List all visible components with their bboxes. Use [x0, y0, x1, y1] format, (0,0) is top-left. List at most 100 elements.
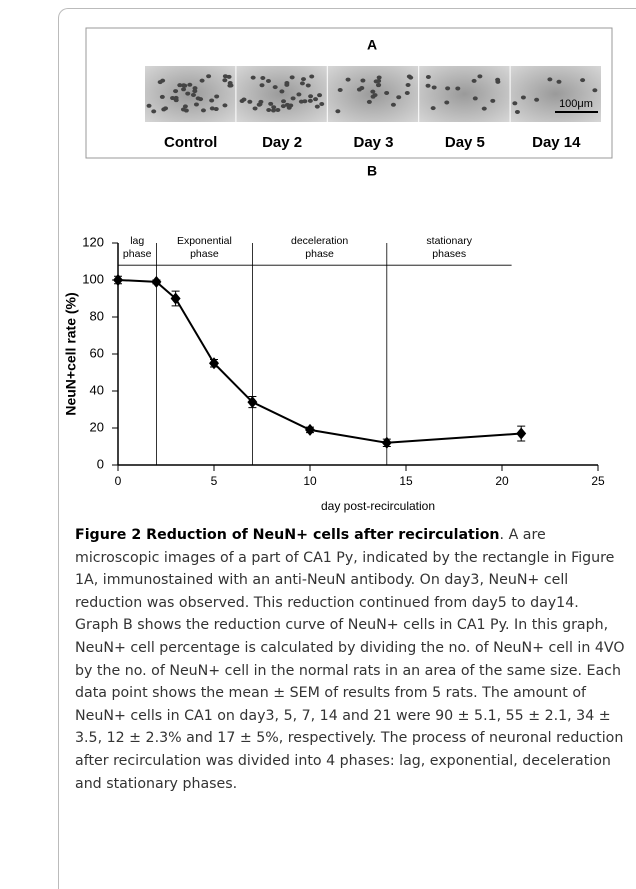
panel-label: A — [367, 37, 377, 53]
cell — [285, 103, 290, 107]
phase-label: stationary — [426, 235, 472, 247]
cell — [260, 83, 265, 87]
micrograph — [511, 66, 601, 122]
y-tick-label: 80 — [90, 308, 104, 323]
cell — [253, 106, 258, 110]
x-tick-label: 25 — [591, 474, 605, 488]
cell — [317, 93, 322, 97]
cell — [426, 84, 431, 88]
cell — [281, 99, 286, 103]
cell — [338, 88, 343, 92]
cell — [266, 79, 271, 83]
cell — [200, 79, 205, 83]
data-line — [118, 280, 521, 443]
cell — [192, 89, 197, 93]
y-tick-label: 40 — [90, 382, 104, 397]
cell — [185, 92, 190, 96]
data-point — [305, 424, 315, 436]
cell — [296, 92, 301, 96]
cell — [300, 81, 305, 85]
cell — [405, 91, 410, 95]
cell — [512, 101, 517, 105]
image-label: Day 5 — [445, 134, 485, 151]
cell — [482, 107, 487, 111]
phase-label: phase — [190, 248, 219, 260]
phase-label: Exponential — [177, 235, 232, 247]
cell — [181, 87, 186, 91]
cell — [376, 83, 381, 87]
cell — [271, 105, 276, 109]
y-tick-label: 120 — [82, 234, 104, 249]
cell — [291, 96, 296, 100]
cell — [306, 83, 311, 87]
cell — [376, 79, 381, 83]
x-tick-label: 20 — [495, 474, 509, 488]
cell — [194, 102, 199, 106]
y-tick-label: 100 — [82, 271, 104, 286]
cell — [170, 96, 175, 100]
cell — [158, 80, 163, 84]
cell — [214, 94, 219, 98]
x-tick-label: 5 — [211, 474, 218, 488]
phase-label: phases — [432, 248, 466, 260]
y-tick-label: 0 — [97, 456, 104, 471]
x-tick-label: 10 — [303, 474, 317, 488]
cell — [266, 108, 271, 112]
image-label: Day 3 — [353, 134, 393, 151]
phase-label: phase — [305, 248, 334, 260]
cell — [247, 100, 252, 104]
cell — [477, 74, 482, 78]
cell — [210, 106, 215, 110]
cell — [273, 85, 278, 89]
cell — [319, 102, 324, 106]
micrograph — [236, 66, 326, 122]
cell — [580, 78, 585, 82]
cell — [260, 76, 265, 80]
cell — [279, 89, 284, 93]
cell — [222, 103, 227, 107]
cell — [302, 99, 307, 103]
scale-bar-label: 100μm — [559, 98, 593, 110]
cell — [313, 97, 318, 101]
cell — [181, 83, 186, 87]
image-label: Day 14 — [532, 134, 581, 151]
image-label: Control — [164, 134, 217, 151]
x-tick-label: 0 — [115, 474, 122, 488]
cell — [209, 99, 214, 103]
phase-label: deceleration — [291, 235, 348, 247]
cell — [346, 78, 351, 82]
cell — [408, 76, 413, 80]
cell — [173, 89, 178, 93]
cell — [556, 80, 561, 84]
micrograph — [145, 66, 235, 122]
cell — [444, 101, 449, 105]
cell — [357, 88, 362, 92]
phase-label: lag — [130, 235, 144, 247]
y-tick-label: 60 — [90, 345, 104, 360]
cell — [268, 102, 273, 106]
caption-text: . A are microscopic images of a part of … — [75, 527, 625, 792]
cell — [495, 80, 500, 84]
cell — [308, 94, 313, 98]
cell — [377, 76, 382, 80]
cell — [406, 83, 411, 87]
cell — [308, 99, 313, 103]
cell — [431, 106, 436, 110]
caption: Figure 2 Reduction of NeuN+ cells after … — [75, 524, 625, 795]
cell — [472, 79, 477, 83]
cell — [160, 95, 165, 99]
cell — [187, 83, 192, 87]
cell — [360, 79, 365, 83]
data-point — [516, 428, 526, 440]
cell — [251, 76, 256, 80]
cell — [284, 83, 289, 87]
cell — [547, 77, 552, 81]
y-tick-label: 20 — [90, 419, 104, 434]
cell — [241, 98, 246, 102]
cell — [163, 106, 168, 110]
cell — [373, 93, 378, 97]
cell — [258, 100, 263, 104]
cell — [426, 75, 431, 79]
cell — [301, 77, 306, 81]
cell — [290, 75, 295, 79]
